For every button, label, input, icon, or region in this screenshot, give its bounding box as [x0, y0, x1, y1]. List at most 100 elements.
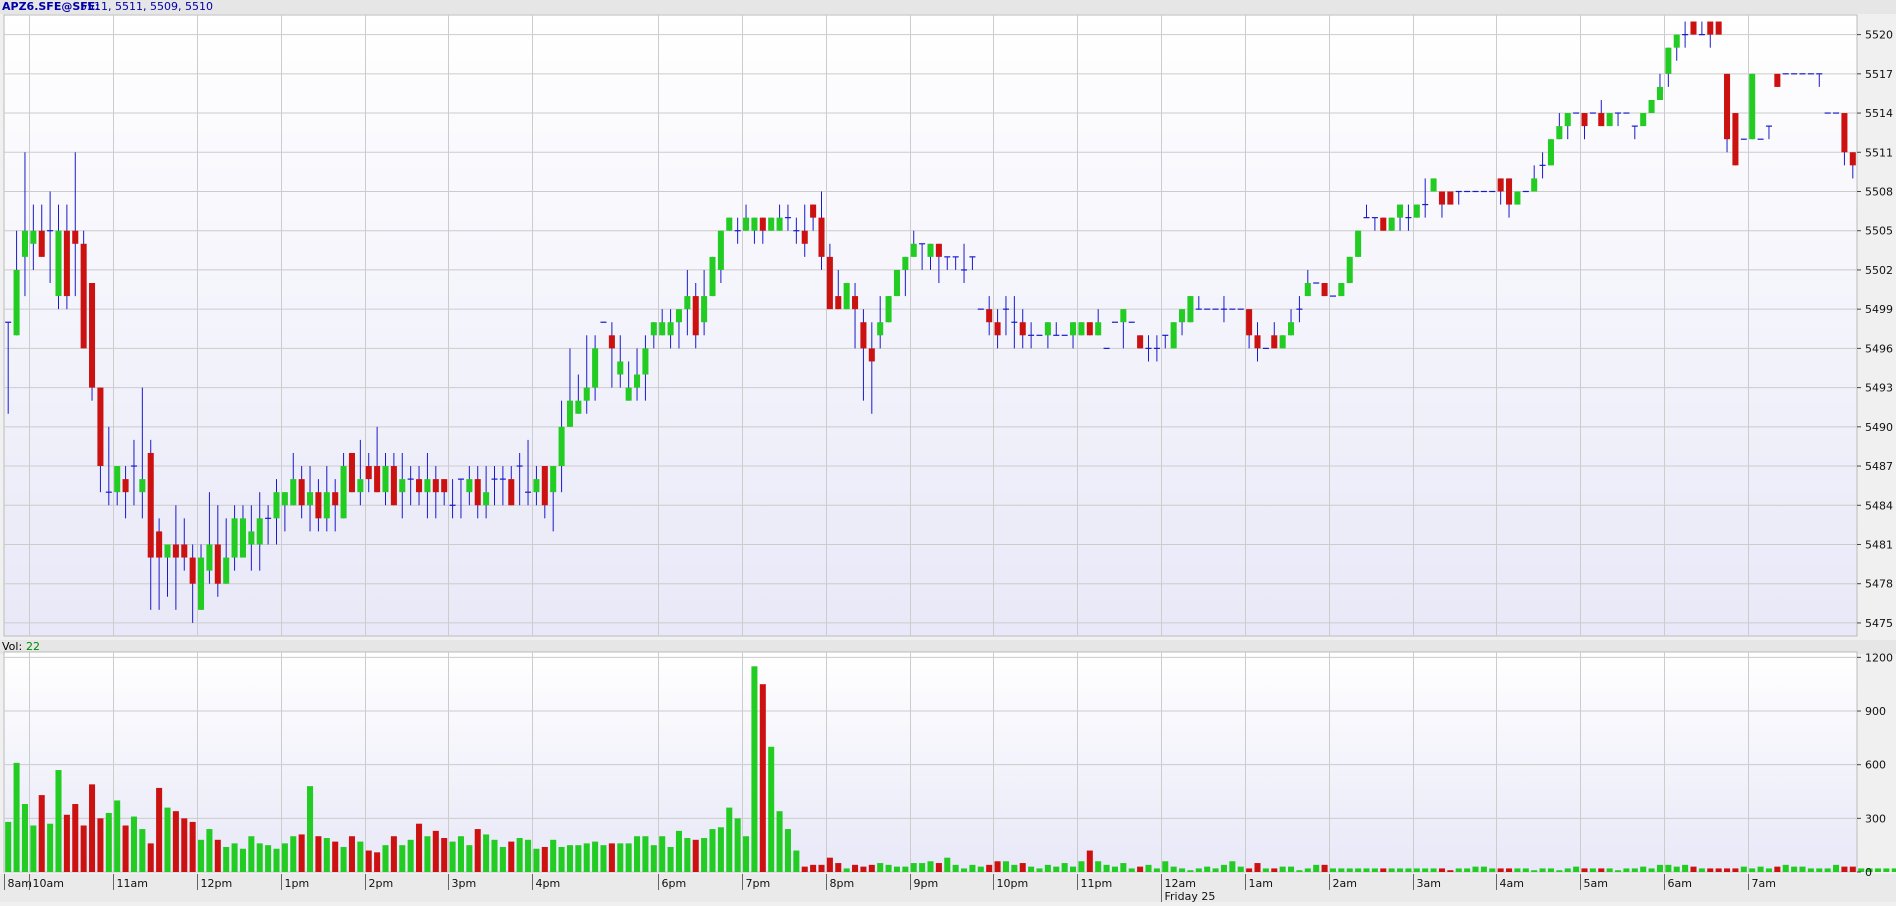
volume-bar — [768, 746, 775, 872]
candle-up — [1179, 309, 1186, 323]
volume-bar — [30, 825, 37, 872]
volume-bar — [1397, 868, 1404, 872]
candle-down — [810, 204, 817, 218]
candle-down — [935, 243, 942, 257]
price-series — [5, 21, 1856, 623]
volume-bar — [1690, 866, 1697, 872]
time-tick-label: 8am — [8, 877, 32, 890]
volume-bar — [1438, 868, 1445, 872]
candle-up — [684, 296, 691, 310]
volume-bar — [198, 839, 205, 872]
volume-bar — [1153, 868, 1160, 872]
volume-bar — [625, 843, 632, 872]
volume-bar — [868, 864, 875, 872]
volume-bar — [189, 821, 196, 872]
price-tick-label: 5484 — [1865, 499, 1893, 512]
candle-up — [709, 256, 716, 297]
candle-down — [860, 322, 867, 349]
volume-bar — [575, 845, 582, 872]
candle-up — [13, 269, 20, 336]
volume-bar — [1405, 868, 1412, 872]
time-tick-label: 11pm — [1081, 877, 1113, 890]
volume-bar — [852, 864, 859, 872]
volume-bar — [1254, 863, 1261, 872]
candle-up — [1304, 283, 1311, 297]
candle-down — [1497, 178, 1504, 192]
volume-bar — [709, 829, 716, 872]
volume-bar — [1036, 868, 1043, 872]
candle-up — [223, 557, 230, 584]
candle-down — [1137, 335, 1144, 349]
candle-down — [63, 230, 70, 297]
candle-up — [592, 348, 599, 388]
time-tick-label: 6pm — [662, 877, 687, 890]
candle-down — [1849, 152, 1856, 166]
volume-bar — [793, 850, 800, 872]
candle-up — [1346, 256, 1353, 284]
candle-down — [1841, 113, 1848, 153]
volume-bar — [818, 864, 825, 872]
time-tick-label: 1am — [1249, 877, 1273, 890]
volume-bar — [164, 807, 171, 872]
volume-bar — [1002, 861, 1009, 872]
price-tick-label: 5481 — [1865, 538, 1893, 551]
candle-down — [298, 479, 305, 506]
candle-up — [1095, 322, 1102, 336]
candle-down — [1724, 73, 1731, 140]
candle-up — [927, 243, 934, 257]
volume-bar — [474, 829, 481, 872]
candle-up — [566, 400, 573, 427]
candle-down — [80, 243, 87, 349]
volume-bar — [566, 845, 573, 872]
candle-up — [1355, 230, 1362, 257]
candle-up — [273, 492, 280, 519]
volume-bar — [541, 846, 548, 872]
price-tick-label: 5502 — [1865, 264, 1893, 277]
candle-up — [1673, 34, 1680, 48]
candle-down — [994, 322, 1001, 336]
volume-bar — [961, 868, 968, 872]
candle-down — [156, 531, 163, 558]
candle-up — [281, 492, 288, 506]
price-tick-label: 5499 — [1865, 303, 1893, 316]
candle-down — [1774, 73, 1781, 87]
volume-bar — [1170, 866, 1177, 872]
time-tick-label: 12am — [1165, 877, 1196, 890]
candle-up — [1413, 204, 1420, 218]
candle-down — [852, 296, 859, 310]
candle-up — [1170, 322, 1177, 349]
candle-up — [768, 217, 775, 231]
volume-bar — [1732, 868, 1739, 872]
candle-up — [1749, 73, 1756, 140]
time-tick-label: 3am — [1417, 877, 1441, 890]
volume-bar — [835, 863, 842, 872]
price-tick-label: 5490 — [1865, 421, 1893, 434]
candle-up — [575, 400, 582, 414]
candle-up — [424, 479, 431, 493]
volume-bar — [307, 786, 314, 872]
candle-down — [1246, 309, 1253, 336]
candle-up — [1120, 309, 1127, 323]
volume-bar — [407, 839, 414, 872]
candle-down — [1581, 113, 1588, 127]
volume-tick-label: 600 — [1865, 759, 1886, 772]
volume-bar — [340, 846, 347, 872]
volume-bar — [1589, 868, 1596, 872]
volume-bar — [1858, 868, 1865, 872]
volume-bar — [80, 825, 87, 872]
candle-up — [910, 243, 917, 257]
candle-up — [1070, 322, 1077, 336]
volume-bar — [206, 829, 213, 872]
time-tick-label: 1pm — [285, 877, 310, 890]
candle-up — [139, 479, 146, 493]
candle-up — [55, 230, 62, 297]
volume-bar — [273, 848, 280, 872]
volume-bar — [1740, 866, 1747, 872]
volume-bar — [1539, 868, 1546, 872]
candle-down — [1438, 191, 1445, 205]
volume-bar — [533, 848, 540, 872]
candle-down — [1086, 322, 1093, 336]
volume-bar — [701, 838, 708, 872]
candle-down — [332, 492, 339, 506]
